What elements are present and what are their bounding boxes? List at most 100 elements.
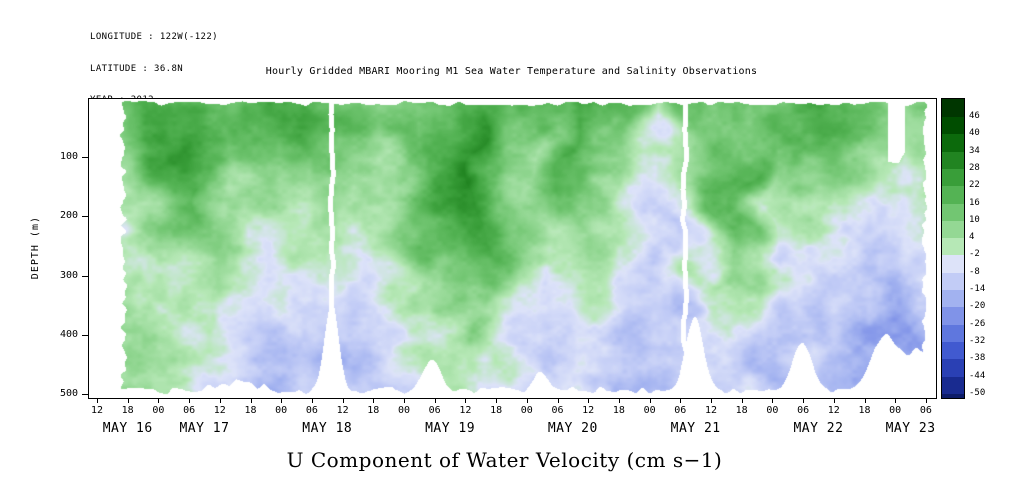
y-tick-mark bbox=[82, 394, 88, 396]
colorbar-band bbox=[942, 238, 964, 256]
colorbar-tick-label: 34 bbox=[969, 145, 980, 156]
plot-area bbox=[88, 98, 937, 399]
x-tick-mark bbox=[373, 399, 375, 403]
x-tick-mark bbox=[250, 399, 252, 403]
x-tick-label: 18 bbox=[612, 405, 625, 416]
metadata-latitude: LATITUDE : 36.8N bbox=[90, 63, 184, 74]
x-tick-mark bbox=[833, 399, 835, 403]
colorbar-tick-label: 40 bbox=[969, 128, 980, 139]
x-tick-mark bbox=[803, 399, 805, 403]
x-tick-label: 00 bbox=[889, 405, 902, 416]
colorbar-band bbox=[942, 134, 964, 153]
colorbar-tick-label: -32 bbox=[969, 335, 986, 346]
colorbar-band bbox=[942, 376, 964, 395]
x-tick-label: 12 bbox=[704, 405, 718, 416]
colorbar-tick-label: -38 bbox=[969, 353, 986, 364]
y-tick-label: 500 bbox=[59, 388, 78, 400]
x-day-label: MAY 23 bbox=[885, 421, 936, 436]
metadata-longitude: LONGITUDE : 122W(-122) bbox=[90, 32, 219, 42]
x-tick-mark bbox=[219, 399, 221, 403]
x-tick-mark bbox=[649, 399, 651, 403]
x-tick-label: 00 bbox=[643, 405, 656, 416]
colorbar-band bbox=[942, 255, 964, 274]
x-tick-mark bbox=[311, 399, 313, 403]
y-axis-label: DEPTH (m) bbox=[29, 215, 41, 280]
colorbar-tick-label: 16 bbox=[969, 197, 980, 208]
x-tick-mark bbox=[158, 399, 160, 403]
colorbar-band bbox=[942, 168, 964, 187]
x-tick-mark bbox=[772, 399, 774, 403]
x-tick-label: 12 bbox=[336, 405, 349, 416]
colorbar-band bbox=[942, 99, 964, 118]
colorbar-tick-label: 46 bbox=[969, 111, 980, 121]
x-tick-label: 06 bbox=[674, 405, 687, 416]
y-tick-mark bbox=[82, 334, 88, 336]
colorbar-band bbox=[942, 324, 964, 343]
x-tick-label: 18 bbox=[244, 405, 257, 416]
y-axis-label-wrap: DEPTH (m) bbox=[28, 98, 42, 397]
x-tick-mark bbox=[925, 399, 927, 403]
x-tick-label: 00 bbox=[520, 405, 533, 416]
x-tick-label: 18 bbox=[121, 405, 134, 416]
x-tick-mark bbox=[496, 399, 498, 403]
colorbar-tick-label: -50 bbox=[969, 387, 986, 398]
y-tick-label: 100 bbox=[59, 151, 78, 163]
colorbar-tick-label: -44 bbox=[969, 370, 986, 381]
x-day-label: MAY 17 bbox=[179, 421, 230, 436]
x-day-label: MAY 18 bbox=[302, 421, 353, 436]
colorbar-band bbox=[942, 341, 964, 360]
x-tick-label: 18 bbox=[858, 405, 871, 416]
x-tick-label: 12 bbox=[213, 405, 226, 416]
colorbar-tick-label: -8 bbox=[969, 266, 980, 277]
x-tick-mark bbox=[127, 399, 129, 403]
colorbar-band bbox=[942, 186, 964, 204]
x-tick-label: 12 bbox=[582, 405, 595, 416]
colorbar-tick-label: 28 bbox=[969, 162, 980, 173]
x-tick-mark bbox=[588, 399, 590, 403]
x-tick-mark bbox=[741, 399, 743, 403]
colorbar-tick-label: 22 bbox=[969, 180, 980, 191]
x-tick-label: 12 bbox=[90, 405, 104, 416]
colorbar-tick-label: 10 bbox=[969, 214, 980, 225]
colorbar-band bbox=[942, 359, 964, 377]
x-tick-label: 18 bbox=[735, 405, 748, 416]
heatmap-canvas bbox=[89, 99, 936, 398]
colorbar-tick-label: -2 bbox=[969, 249, 980, 260]
x-tick-label: 06 bbox=[428, 405, 441, 416]
x-day-label: MAY 20 bbox=[547, 421, 598, 436]
x-axis-title: U Component of Water Velocity (cm s−1) bbox=[286, 448, 723, 472]
y-tick-label: 400 bbox=[59, 328, 78, 340]
y-tick-label: 200 bbox=[59, 210, 78, 222]
x-tick-mark bbox=[434, 399, 436, 403]
colorbar-band bbox=[942, 393, 964, 399]
x-tick-mark bbox=[864, 399, 866, 403]
colorbar-tick-label: -26 bbox=[969, 318, 986, 329]
x-tick-mark bbox=[189, 399, 191, 403]
x-tick-label: 06 bbox=[551, 405, 564, 416]
colorbar-band bbox=[942, 307, 964, 326]
x-tick-label: 06 bbox=[305, 405, 318, 416]
x-tick-mark bbox=[557, 399, 559, 403]
x-day-label: MAY 21 bbox=[670, 421, 721, 436]
x-tick-mark bbox=[404, 399, 405, 403]
x-tick-mark bbox=[526, 399, 528, 403]
y-tick-mark bbox=[82, 275, 88, 277]
x-tick-label: 06 bbox=[797, 405, 810, 416]
x-tick-label: 00 bbox=[766, 405, 779, 416]
x-tick-mark bbox=[97, 399, 98, 403]
x-tick-mark bbox=[711, 399, 712, 403]
x-day-label: MAY 22 bbox=[793, 421, 844, 436]
colorbar-tick-label: -20 bbox=[969, 301, 986, 312]
colorbar-band bbox=[942, 290, 964, 308]
x-tick-label: 12 bbox=[459, 405, 472, 416]
x-tick-label: 00 bbox=[397, 405, 411, 416]
x-tick-mark bbox=[281, 399, 283, 403]
y-tick-label: 300 bbox=[59, 269, 78, 281]
x-tick-mark bbox=[342, 399, 344, 403]
x-tick-label: 00 bbox=[275, 405, 288, 416]
x-day-label: MAY 16 bbox=[102, 421, 153, 436]
colorbar-band bbox=[942, 272, 964, 291]
x-tick-label: 06 bbox=[183, 405, 196, 416]
x-tick-mark bbox=[618, 399, 620, 403]
